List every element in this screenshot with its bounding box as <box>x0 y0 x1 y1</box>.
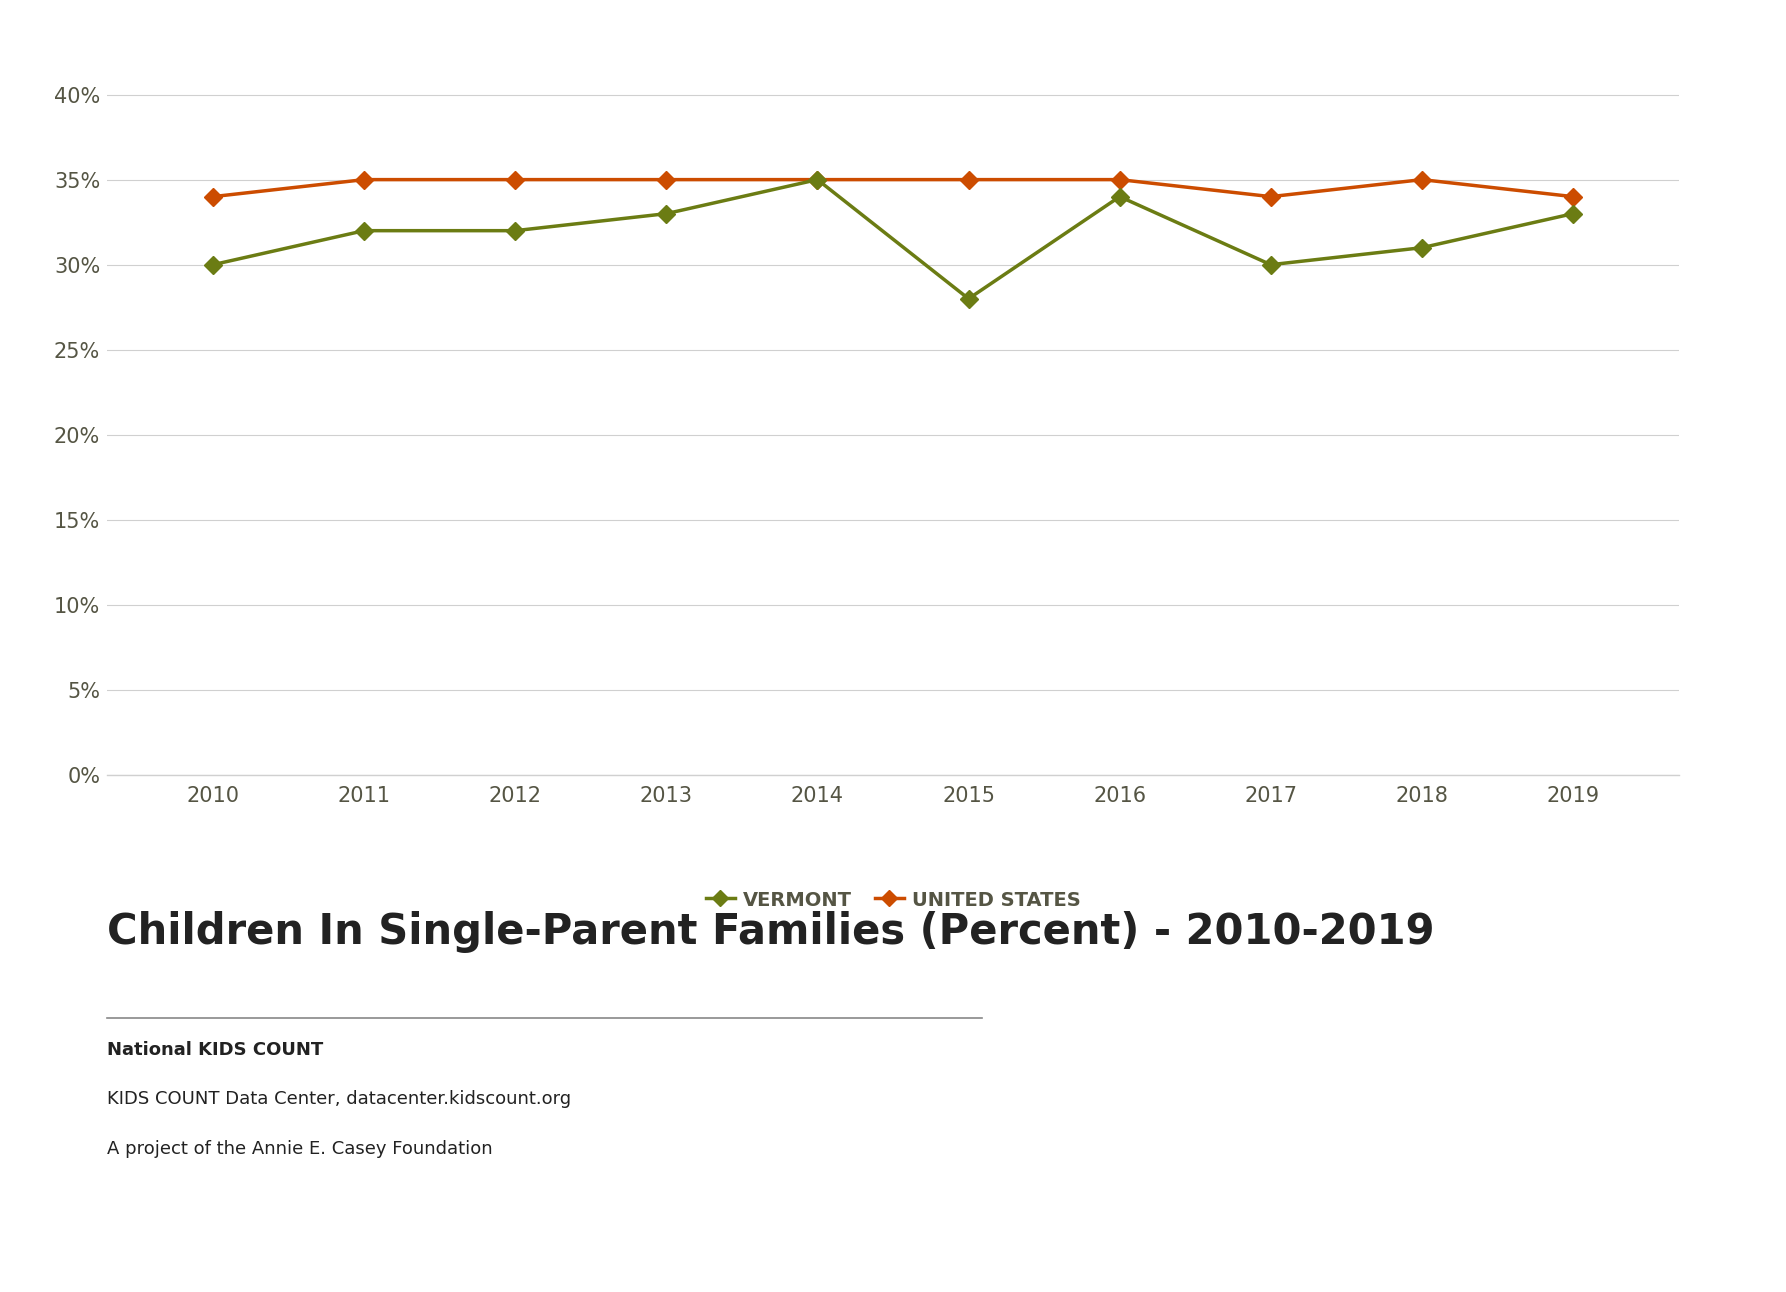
Text: A project of the Annie E. Casey Foundation: A project of the Annie E. Casey Foundati… <box>107 1140 493 1158</box>
Legend: VERMONT, UNITED STATES: VERMONT, UNITED STATES <box>698 882 1088 917</box>
Text: KIDS COUNT Data Center, datacenter.kidscount.org: KIDS COUNT Data Center, datacenter.kidsc… <box>107 1090 572 1109</box>
Text: Children In Single-Parent Families (Percent) - 2010-2019: Children In Single-Parent Families (Perc… <box>107 911 1434 953</box>
Text: National KIDS COUNT: National KIDS COUNT <box>107 1041 323 1059</box>
